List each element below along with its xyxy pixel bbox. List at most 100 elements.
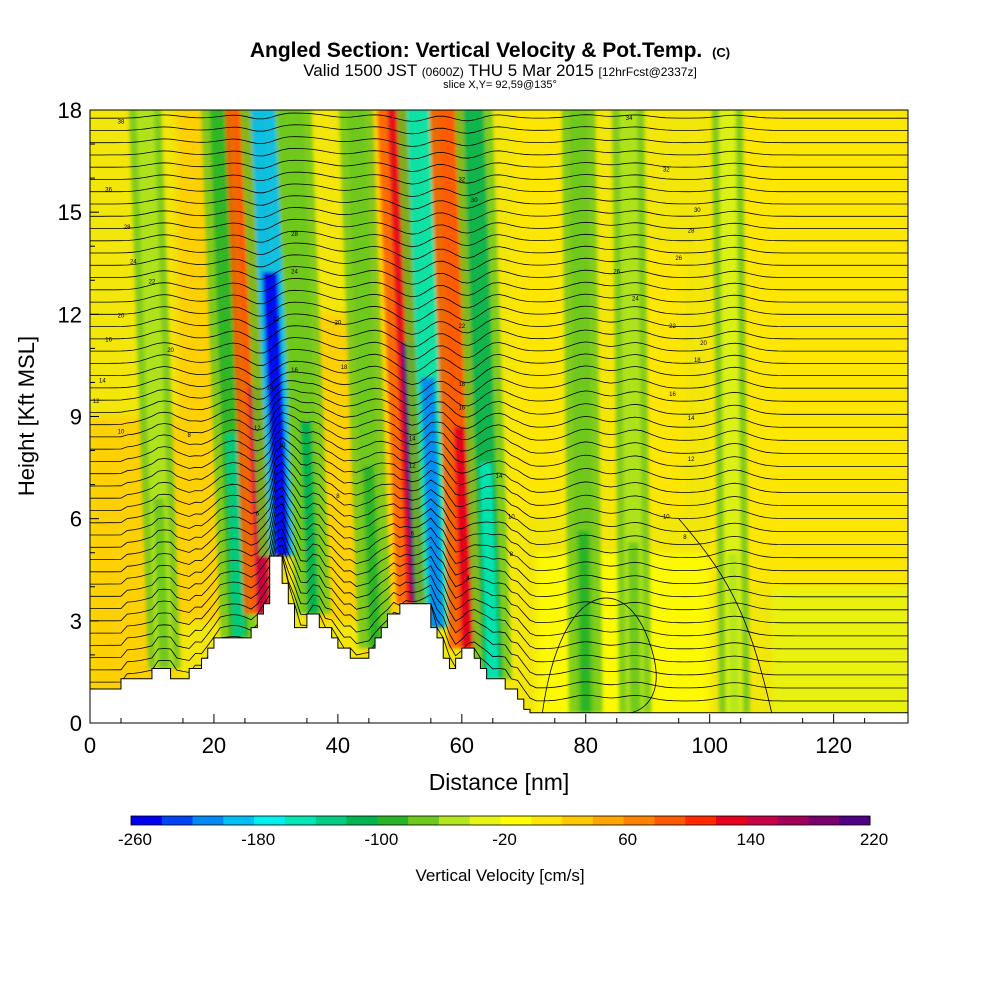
y-tick-label: 6 xyxy=(70,507,82,532)
colorbar-swatch xyxy=(192,816,224,825)
terrain xyxy=(90,555,908,723)
subtitle-run: [12hrFcst@2337z] xyxy=(599,65,697,79)
theta-contour-label: 4 xyxy=(466,576,470,582)
theta-contours xyxy=(90,101,908,714)
chart-subtitle: Valid 1500 JST (0600Z) THU 5 Mar 2015 [1… xyxy=(303,61,697,80)
theta-contour xyxy=(90,503,908,598)
colorbar-swatch xyxy=(284,816,317,825)
velocity-band-peak xyxy=(479,463,499,679)
colorbar-swatch xyxy=(746,816,779,825)
y-tick-label: 15 xyxy=(58,200,82,225)
theta-contour-label: 16 xyxy=(105,338,112,344)
y-tick-label: 3 xyxy=(70,609,82,634)
theta-contour xyxy=(90,544,908,663)
theta-contour xyxy=(90,445,908,506)
theta-contour-label: 20 xyxy=(335,321,342,327)
colorbar-tick-label: 220 xyxy=(860,830,888,849)
theta-contour-label: 28 xyxy=(124,225,131,231)
theta-contour xyxy=(678,518,773,713)
theta-contour-label: 20 xyxy=(700,341,707,347)
theta-contour xyxy=(90,183,908,198)
theta-contour-label: 30 xyxy=(471,198,478,204)
colorbar-swatch xyxy=(777,816,809,825)
theta-contour xyxy=(90,289,908,310)
theta-contour xyxy=(90,124,908,135)
colorbar-swatch xyxy=(839,816,871,825)
colorbar-swatch xyxy=(315,816,348,825)
x-tick-label: 40 xyxy=(326,733,350,758)
theta-contour-label: 14 xyxy=(688,416,695,422)
x-axis-label: Distance [nm] xyxy=(429,769,570,795)
theta-contour-label: 32 xyxy=(458,178,465,184)
theta-contour xyxy=(90,301,908,323)
theta-contour-label: 26 xyxy=(613,269,620,275)
theta-contour xyxy=(90,195,908,210)
theta-contour-label: 14 xyxy=(99,378,106,384)
colorbar-frame xyxy=(130,815,871,826)
theta-contour-label: 34 xyxy=(626,116,633,122)
colorbar-tick-label: 60 xyxy=(618,830,637,849)
colorbar-tick-label: -180 xyxy=(241,830,275,849)
theta-contour-label: 6 xyxy=(256,511,260,517)
theta-contour xyxy=(90,360,908,386)
theta-contour-label: 24 xyxy=(130,259,137,265)
theta-contour-label: 22 xyxy=(149,280,156,286)
colorbar-swatch xyxy=(685,816,717,825)
theta-contour xyxy=(90,404,908,441)
colorbar: -260 -180 -100 -20 60 140 220 xyxy=(118,815,888,849)
subtitle-utc: (0600Z) xyxy=(422,65,464,79)
slice-info: slice X,Y= 92,59@135° xyxy=(443,79,557,91)
theta-contour-label: 36 xyxy=(105,188,112,194)
colorbar-tick-label: -260 xyxy=(118,830,152,849)
colorbar-swatch xyxy=(808,816,840,825)
theta-contour-label: 26 xyxy=(675,256,682,262)
theta-contour-label: 16 xyxy=(458,406,465,412)
theta-contour-label: 8 xyxy=(683,535,687,541)
theta-contour xyxy=(90,371,908,397)
theta-contour xyxy=(90,101,908,109)
theta-contour xyxy=(90,254,908,273)
theta-contour-label: 10 xyxy=(508,515,515,521)
velocity-band-peak xyxy=(262,272,290,557)
theta-contour xyxy=(90,380,908,407)
theta-contour xyxy=(90,207,908,223)
y-axis: 0 3 6 9 12 15 18 xyxy=(58,98,99,736)
theta-contour xyxy=(90,555,908,689)
velocity-band-peak xyxy=(153,498,170,669)
theta-contour-label: 20 xyxy=(167,348,174,354)
theta-contour xyxy=(541,597,657,714)
theta-contour-label: 22 xyxy=(669,324,676,330)
y-tick-label: 18 xyxy=(58,98,82,123)
colorbar-tick-label: 140 xyxy=(737,830,765,849)
x-tick-label: 60 xyxy=(450,733,474,758)
theta-contour xyxy=(90,218,908,235)
theta-contour-label: 32 xyxy=(663,167,670,173)
theta-contour xyxy=(90,494,908,585)
theta-contour xyxy=(90,171,908,185)
theta-contour-label: 24 xyxy=(632,297,639,303)
theta-contour xyxy=(90,412,908,454)
colorbar-swatch xyxy=(531,816,563,825)
theta-contour-label: 18 xyxy=(341,365,348,371)
velocity-band-peak xyxy=(628,542,641,713)
colorbar-swatch xyxy=(438,816,471,825)
theta-contour-label: 16 xyxy=(291,368,298,374)
theta-contour xyxy=(90,536,908,650)
theta-contour-label: 12 xyxy=(688,457,695,463)
theta-contour xyxy=(90,112,908,122)
x-axis: 0 20 40 60 80 100 120 xyxy=(84,714,866,758)
colorbar-swatch xyxy=(562,816,594,825)
colorbar-swatch xyxy=(161,816,194,825)
theta-contour xyxy=(90,461,908,532)
chart-title: Angled Section: Vertical Velocity & Pot.… xyxy=(250,39,730,62)
colorbar-swatch xyxy=(377,816,409,825)
theta-contour-labels: 38 36 28 24 22 20 16 14 12 10 8 20 28 24 22 16 14 12 10 8 6 2… xyxy=(93,116,708,582)
theta-contour xyxy=(90,136,908,147)
theta-contour-label: 16 xyxy=(669,392,676,398)
theta-contour xyxy=(90,470,908,545)
x-tick-label: 100 xyxy=(691,733,728,758)
theta-contour-label: 28 xyxy=(291,232,298,238)
theta-contour xyxy=(90,428,908,480)
theta-contour-label: 18 xyxy=(694,358,701,364)
theta-contour xyxy=(90,147,908,160)
